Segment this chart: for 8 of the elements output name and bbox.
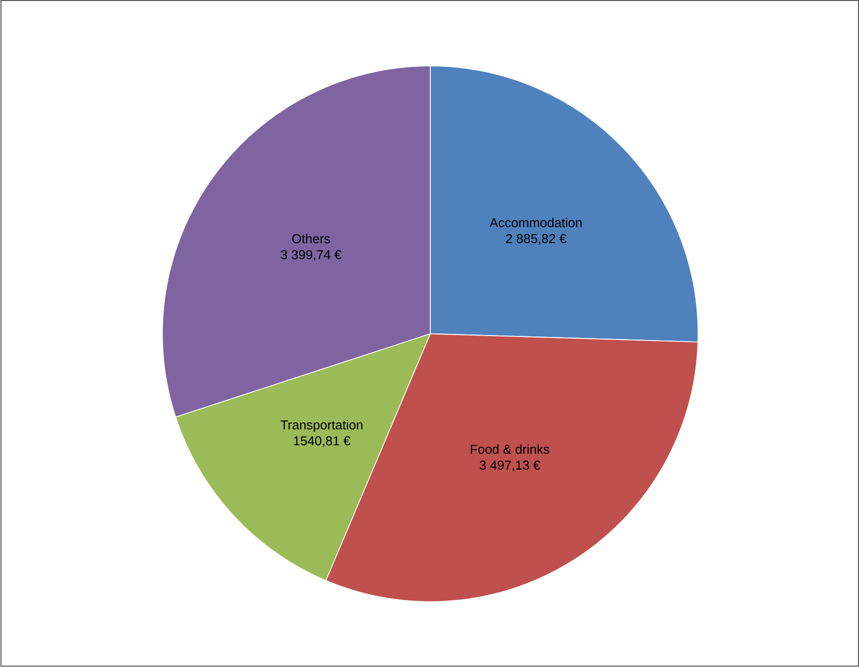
slice-label: Transportation: [280, 420, 362, 432]
data-label: 1540,81 €: [294, 436, 350, 447]
data-label: 3 497,13 €: [480, 460, 540, 472]
slice-label: Accommodation: [490, 218, 582, 228]
slice-label: Others: [292, 234, 330, 244]
data-label: 2 885,82 €: [506, 234, 566, 245]
data-label: 3 399,74 €: [280, 250, 342, 261]
slice-label: Food & drinks: [470, 444, 550, 454]
